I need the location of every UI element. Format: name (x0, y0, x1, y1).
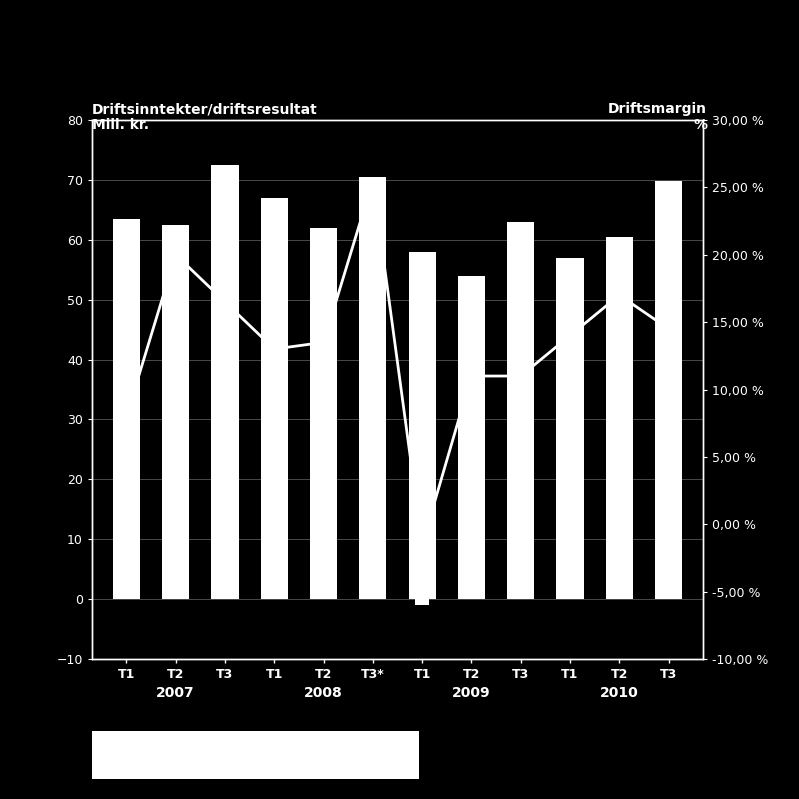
Bar (366, 485, 380, 599)
Bar (655, 181, 682, 599)
Bar (556, 257, 583, 599)
Bar (169, 587, 183, 599)
Bar (120, 575, 133, 599)
Bar (514, 558, 527, 599)
Bar (212, 165, 239, 599)
Bar (162, 225, 189, 599)
Bar (662, 548, 675, 599)
Bar (415, 599, 429, 606)
Bar (612, 543, 626, 599)
Bar (218, 527, 232, 599)
Bar (113, 219, 140, 599)
Text: 2009: 2009 (452, 686, 491, 700)
Bar (260, 197, 288, 599)
Bar (606, 237, 633, 599)
Text: 2010: 2010 (600, 686, 638, 700)
Bar (316, 575, 331, 599)
Text: 2008: 2008 (304, 686, 343, 700)
Text: 2007: 2007 (157, 686, 195, 700)
Bar (458, 276, 485, 599)
Bar (268, 539, 281, 599)
Text: Driftsinntekter/driftsresultat
Mill. kr.: Driftsinntekter/driftsresultat Mill. kr. (92, 102, 318, 133)
Text: Driftsmargin
%: Driftsmargin % (608, 102, 707, 133)
Bar (464, 558, 479, 599)
Bar (408, 252, 435, 599)
Bar (507, 221, 535, 599)
Bar (563, 551, 577, 599)
Bar (310, 228, 337, 599)
Bar (360, 177, 387, 599)
